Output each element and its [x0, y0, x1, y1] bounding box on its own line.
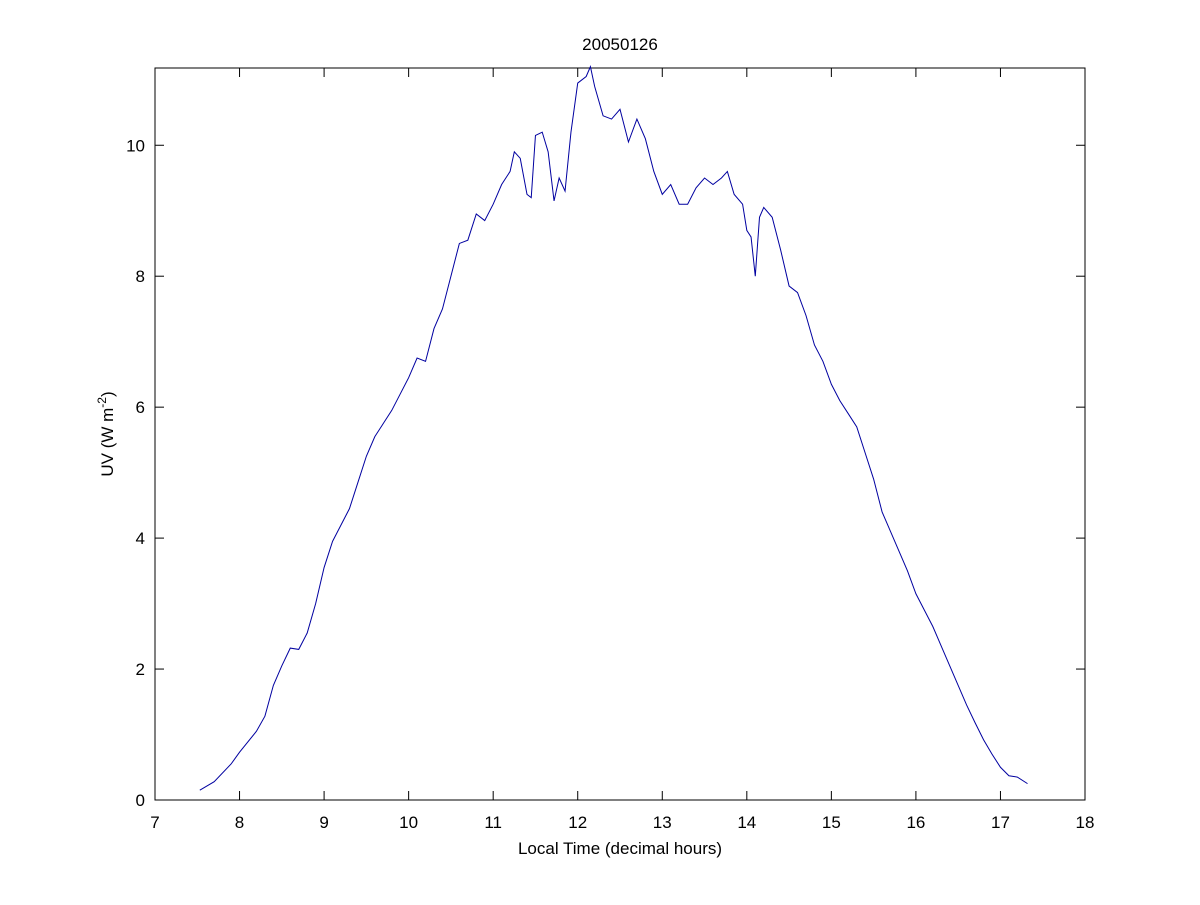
x-tick-label: 13: [653, 813, 672, 832]
data-line: [199, 65, 1028, 791]
x-tick-label: 8: [235, 813, 244, 832]
y-axis-label-end: ): [98, 391, 117, 397]
x-tick-label: 12: [568, 813, 587, 832]
x-tick-label: 10: [399, 813, 418, 832]
x-tick-label: 11: [484, 813, 502, 832]
x-tick-label: 16: [906, 813, 925, 832]
plot-box: [154, 67, 1086, 801]
x-tick-label: 14: [737, 813, 756, 832]
y-tick-label: 4: [136, 529, 145, 548]
y-tick-label: 0: [136, 791, 145, 810]
y-axis-label: UV (W m-2): [95, 391, 117, 476]
x-tick-label: 15: [822, 813, 841, 832]
y-axis-label-main: UV (W m: [98, 408, 117, 477]
y-tick-label: 8: [136, 267, 145, 286]
y-tick-label: 6: [136, 398, 145, 417]
y-tick-label: 2: [136, 660, 145, 679]
x-axis-label: Local Time (decimal hours): [518, 839, 722, 858]
x-tick-label: 17: [991, 813, 1010, 832]
y-tick-label: 10: [126, 136, 145, 155]
chart-title: 20050126: [582, 35, 658, 54]
x-tick-label: 18: [1076, 813, 1095, 832]
x-tick-label: 7: [150, 813, 159, 832]
x-tick-label: 9: [319, 813, 328, 832]
y-axis-label-sup: -2: [95, 397, 109, 408]
